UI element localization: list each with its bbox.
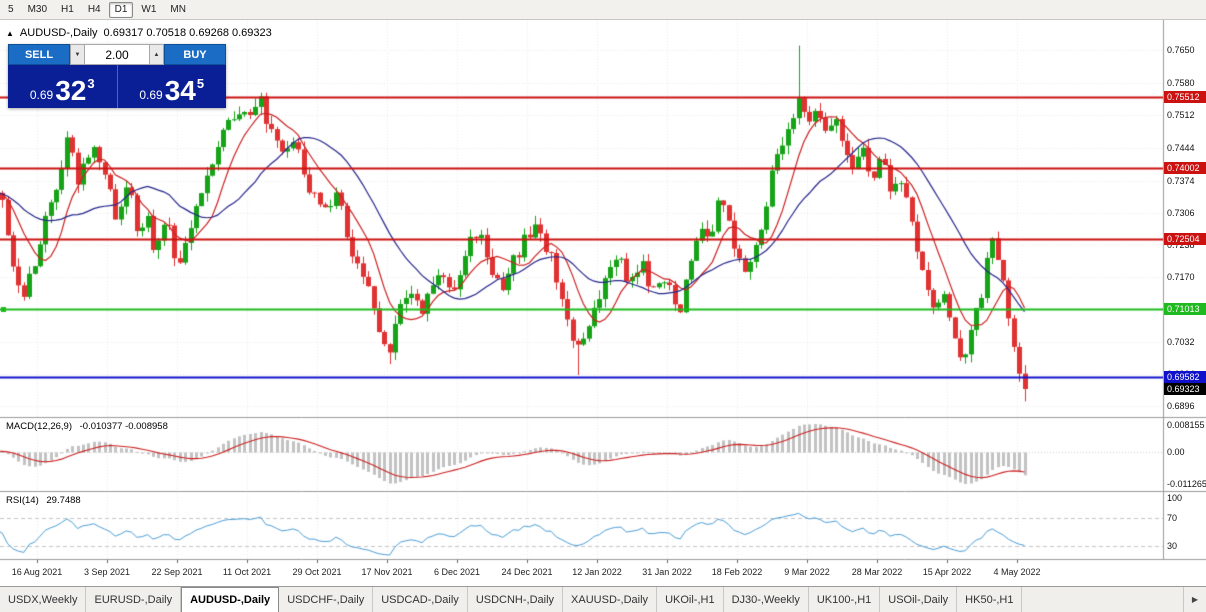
triangle-down-icon: ▼	[74, 51, 81, 58]
sell-price-pipette: 3	[87, 76, 95, 91]
timeframe-button-h4[interactable]: H4	[87, 3, 101, 15]
tab-scroll-right-button[interactable]: ▶	[1182, 587, 1206, 612]
symbol-tab-usdcnh[interactable]: USDCNH-,Daily	[468, 587, 564, 612]
symbol-tab-bar: USDX,Weekly EURUSD-,Daily AUDUSD-,Daily USD…	[0, 586, 1206, 612]
timeframe-button-d1[interactable]: D1	[108, 1, 134, 18]
buy-button[interactable]: BUY	[164, 44, 226, 65]
buy-price-big: 34	[164, 75, 196, 107]
sell-button[interactable]: SELL	[8, 44, 70, 65]
buy-price-pipette: 5	[196, 76, 205, 91]
timeframe-button-mn[interactable]: MN	[170, 3, 186, 15]
symbol-tab-audusd[interactable]: AUDUSD-,Daily	[181, 587, 280, 612]
symbol-tab-usdchf[interactable]: USDCHF-,Daily	[279, 587, 374, 612]
symbol-tab-hk50[interactable]: HK50-,H1	[957, 587, 1023, 612]
chart-area: ▲ AUDUSD-,Daily 0.69317 0.70518 0.69268 …	[0, 20, 1206, 586]
timeframe-button-h1[interactable]: H1	[61, 3, 74, 15]
sell-price-panel[interactable]: 0.69 32 3	[8, 65, 118, 108]
price-chart-canvas[interactable]	[0, 20, 1206, 586]
symbol-tab-uk100[interactable]: UK100-,H1	[809, 587, 881, 612]
lot-size-input[interactable]	[85, 44, 149, 65]
sell-price-big: 32	[55, 75, 87, 107]
symbol-tab-ukoil[interactable]: UKOil-,H1	[657, 587, 724, 612]
one-click-trading-widget: SELL ▼ ▲ BUY 0.69 32 3	[8, 44, 226, 108]
trade-controls-row: SELL ▼ ▲ BUY	[8, 44, 226, 65]
timeframe-toolbar: 5 M30 H1 H4 D1 W1 MN	[0, 0, 1206, 20]
timeframe-button-5[interactable]: 5	[8, 3, 14, 15]
triangle-up-icon: ▲	[153, 51, 160, 58]
symbol-tab-usdx[interactable]: USDX,Weekly	[0, 587, 87, 612]
symbol-tab-xauusd[interactable]: XAUUSD-,Daily	[563, 587, 658, 612]
symbol-tab-usoil[interactable]: USOil-,Daily	[880, 587, 958, 612]
lot-spin-up-button[interactable]: ▲	[149, 44, 164, 65]
buy-price-prefix: 0.69	[139, 88, 163, 102]
symbol-tab-dj30[interactable]: DJ30-,Weekly	[724, 587, 809, 612]
lot-spin-down-button[interactable]: ▼	[70, 44, 85, 65]
sell-price-prefix: 0.69	[29, 88, 54, 102]
buy-price-panel[interactable]: 0.69 34 5	[118, 65, 227, 108]
bid-ask-price-panel: 0.69 32 3 0.69 34 5	[8, 65, 226, 108]
symbol-tab-eurusd[interactable]: EURUSD-,Daily	[86, 587, 182, 612]
timeframe-button-w1[interactable]: W1	[141, 3, 157, 15]
timeframe-button-m30[interactable]: M30	[27, 3, 48, 15]
symbol-tab-usdcad[interactable]: USDCAD-,Daily	[373, 587, 468, 612]
